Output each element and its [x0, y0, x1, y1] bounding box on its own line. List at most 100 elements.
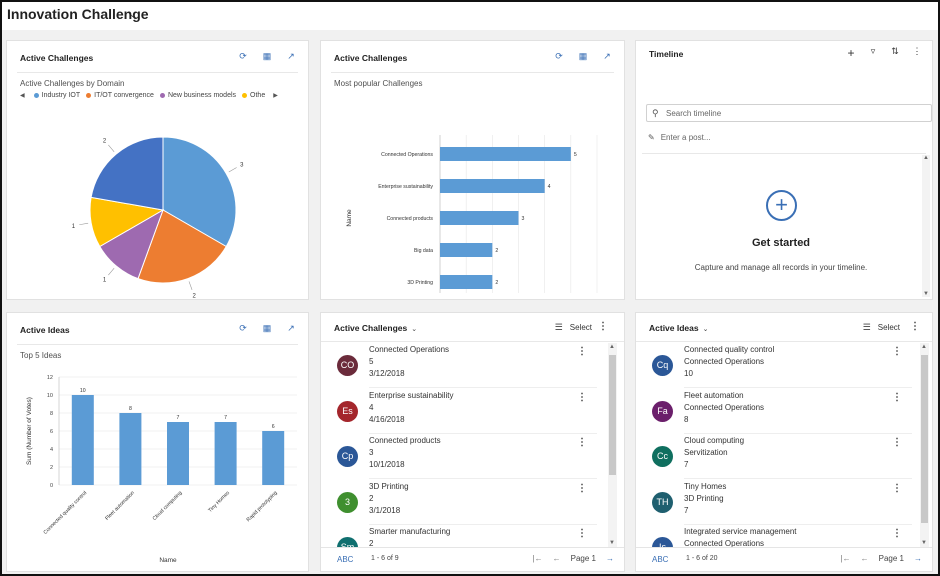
legend-item[interactable]: New business models [167, 92, 237, 99]
more-options-icon[interactable]: ⋮ [912, 46, 922, 56]
bar[interactable] [167, 422, 189, 485]
list-item[interactable]: 3 3D Printing 2 3/1/2018 ⋮ [329, 480, 597, 525]
list-scrollbar[interactable]: ▲ ▼ [608, 343, 617, 547]
divider [684, 432, 912, 434]
scroll-up-icon[interactable]: ▲ [923, 155, 929, 161]
item-name[interactable]: Connected products [369, 436, 441, 445]
list-item[interactable]: Cq Connected quality control Connected Ope… [644, 343, 912, 388]
more-options-icon[interactable]: ⋮ [892, 528, 902, 539]
more-options-icon[interactable]: ⋮ [577, 346, 587, 357]
previous-page-icon[interactable]: ← [552, 554, 561, 563]
y-tick-label: 12 [47, 375, 53, 381]
divider [684, 523, 912, 525]
more-options-icon[interactable]: ⋮ [892, 391, 902, 403]
sort-icon[interactable]: ⇅ [891, 46, 899, 56]
bar[interactable] [440, 243, 493, 257]
bar[interactable] [262, 431, 285, 485]
more-options-icon[interactable]: ⋮ [577, 482, 587, 494]
avatar: CO [337, 355, 358, 376]
bar[interactable] [440, 275, 493, 289]
more-options-icon[interactable]: ⋮ [892, 346, 902, 357]
bar[interactable] [119, 413, 142, 485]
export-to-excel-icon[interactable]: ▦ [262, 323, 272, 333]
scroll-up-icon[interactable]: ▲ [609, 344, 615, 350]
page-number: Page 1 [878, 554, 904, 563]
legend-item[interactable]: IT/OT convergence [94, 92, 154, 99]
get-started-add-icon[interactable]: + [766, 190, 797, 221]
pie-slice[interactable] [162, 136, 237, 248]
previous-page-icon[interactable]: ← [860, 554, 869, 563]
legend-item[interactable]: Industry IOT [41, 92, 81, 99]
scroll-up-icon[interactable]: ▲ [921, 344, 927, 350]
scroll-thumb[interactable] [921, 355, 928, 523]
more-options-icon[interactable]: ⋮ [892, 482, 902, 494]
pie-slice[interactable] [137, 209, 227, 284]
legend-next-icon[interactable]: ▶ [273, 93, 278, 99]
bar[interactable] [71, 395, 94, 485]
chevron-down-icon[interactable]: ⌄ [129, 9, 137, 19]
filter-icon[interactable]: ▿ [870, 46, 876, 56]
bar[interactable] [214, 422, 237, 485]
item-name[interactable]: Fleet automation [684, 390, 744, 400]
list-title[interactable]: Active Challenges ⌄ [334, 323, 417, 333]
export-to-excel-icon[interactable]: ▦ [262, 51, 272, 61]
item-name[interactable]: Integrated service management [684, 527, 797, 536]
list-item[interactable]: Es Enterprise sustainability 4 4/16/2018 ⋮ [329, 389, 597, 434]
list-item[interactable]: Fa Fleet automation Connected Operations 8 ⋮ [644, 389, 912, 434]
next-page-icon[interactable]: → [606, 554, 614, 563]
expand-icon[interactable]: ↗ [287, 51, 295, 61]
pie-slice[interactable] [90, 136, 164, 211]
bar[interactable] [440, 179, 545, 193]
item-name[interactable]: 3D Printing [369, 481, 409, 491]
add-icon[interactable]: + [847, 46, 855, 60]
list-item[interactable]: TH Tiny Homes 3D Printing 7 ⋮ [644, 480, 912, 525]
item-name[interactable]: Tiny Homes [684, 481, 727, 491]
export-to-excel-icon[interactable]: ▦ [578, 51, 588, 61]
chevron-down-icon[interactable]: ⌄ [411, 326, 418, 333]
select-button[interactable]: ☰ Select [863, 322, 900, 333]
timeline-scrollbar[interactable]: ▲ ▼ [922, 155, 930, 297]
more-options-icon[interactable]: ⋮ [577, 437, 587, 448]
post-input[interactable]: ✎ Enter a post... [648, 133, 711, 142]
bar[interactable] [440, 147, 571, 161]
scroll-down-icon[interactable]: ▼ [609, 540, 615, 546]
abc-filter-button[interactable]: ABC [652, 555, 669, 564]
legend-item[interactable]: Othe [250, 92, 266, 99]
scroll-thumb[interactable] [609, 355, 616, 475]
more-options-icon[interactable]: ⋮ [598, 321, 608, 332]
chevron-down-icon[interactable]: ⌄ [702, 326, 709, 333]
list-item[interactable]: Cc Cloud computing Servitization 7 ⋮ [644, 434, 912, 479]
timeline-search[interactable]: ⚲ Search timeline [646, 104, 932, 122]
list-scrollbar[interactable]: ▲ ▼ [920, 343, 929, 547]
select-button[interactable]: ☰ Select [555, 322, 592, 333]
data-label: 5 [574, 152, 577, 158]
more-options-icon[interactable]: ⋮ [910, 321, 920, 332]
more-options-icon[interactable]: ⋮ [892, 437, 902, 448]
expand-icon[interactable]: ↗ [287, 323, 295, 333]
more-options-icon[interactable]: ⋮ [577, 528, 587, 539]
next-page-icon[interactable]: → [914, 554, 922, 563]
scroll-down-icon[interactable]: ▼ [921, 540, 927, 546]
scroll-down-icon[interactable]: ▼ [923, 291, 929, 297]
refresh-icon[interactable]: ⟳ [239, 51, 247, 61]
item-name[interactable]: Smarter manufacturing [369, 527, 451, 536]
bar[interactable] [440, 211, 519, 225]
refresh-icon[interactable]: ⟳ [239, 323, 247, 333]
more-options-icon[interactable]: ⋮ [577, 391, 587, 403]
first-page-icon[interactable]: |← [840, 554, 851, 563]
first-page-icon[interactable]: |← [532, 554, 543, 563]
refresh-icon[interactable]: ⟳ [555, 51, 563, 61]
item-name[interactable]: Enterprise sustainability [369, 390, 454, 400]
item-name[interactable]: Connected Operations [369, 345, 450, 354]
list-item[interactable]: Cp Connected products 3 10/1/2018 ⋮ [329, 434, 597, 479]
y-tick-label: Connected products [387, 216, 434, 222]
abc-filter-button[interactable]: ABC [337, 555, 354, 564]
item-name[interactable]: Connected quality control [684, 345, 775, 354]
list-item[interactable]: CO Connected Operations 5 3/12/2018 ⋮ [329, 343, 597, 388]
item-detail: 7 [684, 460, 689, 469]
item-name[interactable]: Cloud computing [684, 436, 745, 445]
legend-prev-icon[interactable]: ◀ [20, 93, 25, 99]
list-title[interactable]: Active Ideas ⌄ [649, 323, 709, 333]
app-title[interactable]: Innovation Challenge [7, 6, 149, 22]
expand-icon[interactable]: ↗ [603, 51, 611, 61]
